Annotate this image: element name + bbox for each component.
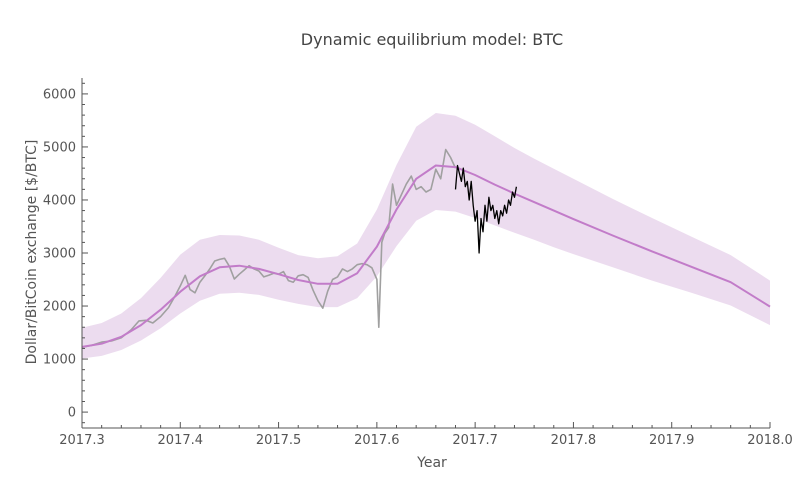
x-tick-label: 2017.3 [59,433,105,448]
confidence-band [82,113,770,359]
series-historical-data [81,148,457,349]
chart-title: Dynamic equilibrium model: BTC [301,30,563,49]
x-tick-label: 2017.8 [551,433,597,448]
y-tick-label: 0 [68,406,76,421]
y-tick-label: 5000 [43,140,76,155]
model-curve [81,164,771,348]
y-tick-label: 2000 [43,300,76,315]
x-tick-label: 2017.7 [452,433,498,448]
y-axis-title: Dollar/BitCoin exchange [$/BTC] [24,140,40,365]
plot-area: 2017.3 2017.4 2017.5 2017.6 2017.7 2017.8 2017… [43,78,792,448]
x-tick-label: 2017.6 [354,433,400,448]
y-tick-label: 6000 [43,87,76,102]
x-axis-title: Year [416,455,447,471]
x-tick-label: 2017.5 [256,433,302,448]
x-tick-label: 2018.0 [747,433,792,448]
x-tick-label: 2017.4 [158,433,204,448]
series-recent-data [454,164,518,254]
y-tick-label: 3000 [43,247,76,262]
y-tick-label: 4000 [43,193,76,208]
y-tick-label: 1000 [43,353,76,368]
x-tick-label: 2017.9 [649,433,695,448]
